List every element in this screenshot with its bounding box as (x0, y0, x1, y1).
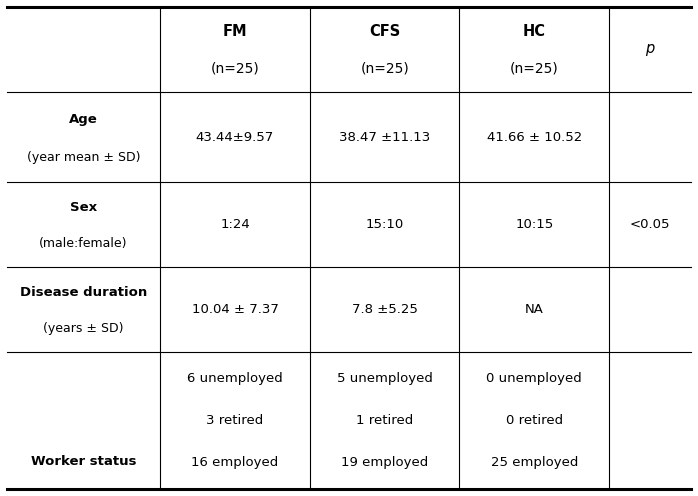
Text: CFS: CFS (369, 24, 400, 39)
Text: 6 unemployed

3 retired

16 employed: 6 unemployed 3 retired 16 employed (187, 372, 283, 469)
Text: FM: FM (223, 24, 247, 39)
Text: $p$: $p$ (645, 42, 655, 58)
Text: (years ± SD): (years ± SD) (43, 321, 124, 335)
Text: 1:24: 1:24 (220, 218, 250, 231)
Text: Age: Age (69, 113, 98, 126)
Text: <0.05: <0.05 (630, 218, 670, 231)
Text: 38.47 ±11.13: 38.47 ±11.13 (339, 131, 430, 144)
Text: 15:10: 15:10 (366, 218, 403, 231)
Text: 7.8 ±5.25: 7.8 ±5.25 (352, 303, 417, 316)
Text: 41.66 ± 10.52: 41.66 ± 10.52 (487, 131, 582, 144)
Text: 10.04 ± 7.37: 10.04 ± 7.37 (191, 303, 279, 316)
Text: (year mean ± SD): (year mean ± SD) (27, 151, 140, 164)
Text: (n=25): (n=25) (510, 62, 558, 75)
Text: NA: NA (525, 303, 544, 316)
Text: Worker status: Worker status (31, 455, 136, 468)
Text: Sex: Sex (70, 201, 97, 214)
Text: HC: HC (523, 24, 546, 39)
Text: (n=25): (n=25) (360, 62, 409, 75)
Text: (male:female): (male:female) (39, 237, 128, 250)
Text: 0 unemployed

0 retired

25 employed: 0 unemployed 0 retired 25 employed (487, 372, 582, 469)
Text: 5 unemployed

1 retired

19 employed: 5 unemployed 1 retired 19 employed (336, 372, 433, 469)
Text: 43.44±9.57: 43.44±9.57 (196, 131, 274, 144)
Text: (n=25): (n=25) (211, 62, 260, 75)
Text: 10:15: 10:15 (515, 218, 554, 231)
Text: Disease duration: Disease duration (20, 286, 147, 299)
